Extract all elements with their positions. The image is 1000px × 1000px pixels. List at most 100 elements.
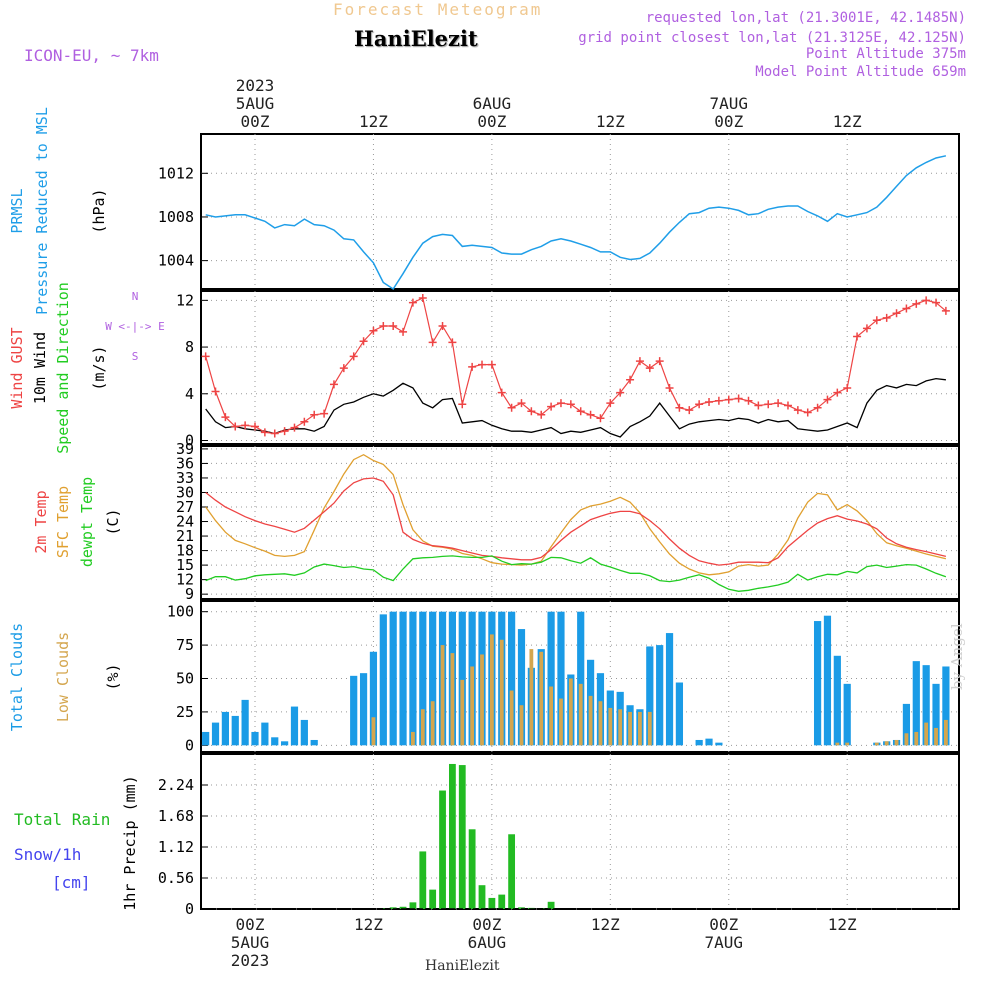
bar-low-clouds	[924, 722, 929, 746]
y-tick-label: 27	[176, 498, 194, 516]
bar-total-clouds	[912, 661, 920, 746]
series-line-prmsl	[205, 155, 947, 291]
y-tick-label: 50	[176, 670, 194, 688]
bottom-date-label: 6AUG	[468, 933, 507, 952]
bar-total-rain	[468, 829, 476, 909]
bar-total-rain	[409, 902, 417, 909]
gust-marker	[379, 322, 388, 331]
gust-marker	[547, 402, 556, 411]
bottom-time-label: 12Z	[354, 915, 383, 934]
bar-low-clouds	[420, 709, 425, 746]
bar-low-clouds	[440, 645, 445, 746]
panel-frame	[200, 600, 960, 753]
y-tick-label: 33	[176, 469, 194, 487]
bar-low-clouds	[480, 654, 484, 746]
y-tick-label: 100	[167, 603, 194, 621]
y-tick-label: 39	[176, 440, 194, 458]
label-prmsl: PRMSL	[8, 188, 26, 233]
bar-total-clouds	[813, 621, 822, 746]
bar-total-rain	[518, 907, 525, 909]
bar-total-rain	[419, 851, 427, 909]
y-tick-label: 18	[176, 542, 194, 560]
bar-total-clouds	[231, 715, 239, 746]
gust-marker	[300, 417, 309, 426]
gust-marker	[527, 407, 536, 416]
gust-marker	[290, 423, 299, 432]
bar-total-clouds	[281, 741, 289, 746]
bar-total-clouds	[517, 629, 526, 746]
gust-marker	[201, 352, 210, 361]
y-tick-label: 0.56	[158, 869, 194, 887]
bar-low-clouds	[845, 742, 850, 746]
gust-marker	[645, 364, 654, 373]
gust-marker	[339, 364, 348, 373]
gust-marker	[349, 352, 358, 361]
label-total-clouds: Total Clouds	[8, 623, 26, 731]
label-wind-gust: Wind GUST	[8, 327, 26, 408]
gust-marker	[596, 414, 605, 423]
bar-total-rain	[439, 790, 446, 909]
bar-low-clouds	[489, 634, 494, 746]
gust-marker	[260, 428, 269, 437]
gust-marker	[783, 401, 792, 410]
bar-low-clouds	[568, 678, 573, 746]
gust-marker	[892, 309, 901, 318]
bar-total-rain	[458, 765, 466, 909]
panel-frame	[200, 445, 960, 600]
gust-marker	[241, 421, 250, 430]
y-tick-label: 12	[176, 291, 194, 309]
bar-low-clouds	[578, 683, 583, 746]
watermark: by Angel	[948, 623, 966, 690]
top-time-label: 12Z	[596, 112, 625, 131]
bar-total-clouds	[843, 683, 851, 746]
top-date-label: 7AUG	[709, 94, 748, 113]
label-10m-wind: 10m Wind	[31, 332, 49, 404]
bar-total-clouds	[271, 737, 279, 746]
bar-total-clouds	[942, 666, 950, 746]
bar-low-clouds	[450, 653, 455, 746]
bar-total-rain	[488, 897, 496, 909]
panel-frame	[200, 753, 960, 910]
gust-marker	[882, 313, 891, 322]
bar-total-clouds	[290, 706, 299, 746]
gust-marker	[468, 362, 477, 371]
label-cm-unit: [cm]	[52, 873, 91, 892]
compass-n: N	[132, 290, 139, 303]
gust-marker	[369, 326, 378, 335]
bar-total-clouds	[389, 611, 397, 746]
y-tick-label: 1012	[158, 164, 194, 182]
gust-marker	[438, 322, 447, 331]
bottom-year-label: 2023	[231, 951, 270, 970]
gust-marker	[853, 332, 862, 341]
bottom-time-label: 12Z	[591, 915, 620, 934]
gust-marker	[833, 388, 842, 397]
label-low-clouds: Low Clouds	[54, 632, 72, 722]
gust-marker	[389, 322, 398, 331]
label-pressure-msl: Pressure Reduced to MSL	[33, 107, 51, 315]
y-tick-label: 8	[185, 338, 194, 356]
y-tick-label: 0	[185, 900, 194, 918]
top-time-label: 12Z	[359, 112, 388, 131]
gust-marker	[399, 327, 408, 336]
bottom-time-label: 00Z	[236, 915, 265, 934]
bar-low-clouds	[638, 711, 642, 746]
bar-total-rain	[498, 894, 506, 909]
bar-low-clouds	[588, 695, 593, 746]
bottom-time-label: 00Z	[472, 915, 501, 934]
bar-total-clouds	[833, 655, 841, 746]
bar-total-clouds	[932, 683, 940, 746]
bar-low-clouds	[430, 701, 435, 746]
gust-marker	[507, 403, 516, 412]
label-2m-temp: 2m Temp	[32, 490, 50, 553]
bar-low-clouds	[647, 711, 652, 746]
gust-marker	[586, 410, 595, 419]
gust-marker	[408, 298, 417, 307]
gust-marker	[932, 298, 941, 307]
bar-low-clouds	[598, 701, 603, 746]
y-tick-label: 0	[185, 431, 194, 449]
bar-low-clouds	[509, 690, 514, 746]
y-tick-label: 1.12	[158, 838, 194, 856]
gust-marker	[635, 357, 644, 366]
gust-marker	[744, 396, 753, 405]
